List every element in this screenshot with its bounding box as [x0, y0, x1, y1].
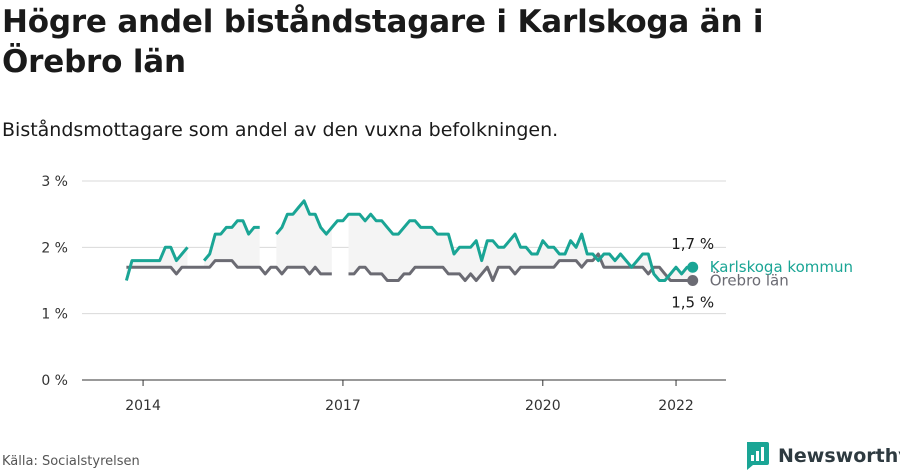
x-tick-label: 2022 [658, 398, 694, 414]
brand-name: Newsworthy [778, 445, 900, 467]
source-note: Källa: Socialstyrelsen [2, 454, 140, 469]
value-label-orebro: 1,5 % [671, 294, 714, 312]
end-marker-orebro [687, 275, 699, 286]
y-tick-label: 1 % [41, 307, 68, 323]
end-marker-karlskoga [687, 261, 699, 273]
y-tick-label: 0 % [41, 373, 68, 389]
chart-subtitle: Biståndsmottagare som andel av den vuxna… [2, 119, 559, 141]
chart-title: Högre andel biståndstagare i Karlskoga ä… [2, 4, 764, 80]
y-tick-label: 2 % [41, 240, 68, 256]
series-lines [124, 199, 693, 282]
axes: 0 % 1 % 2 % 3 % 2014 2017 2020 2022 [41, 174, 726, 414]
series-gap-area [204, 220, 260, 268]
series-gap-area [276, 200, 332, 274]
x-tick-label: 2017 [325, 398, 361, 414]
series-name-orebro: Örebro län [710, 271, 789, 290]
x-tick-label: 2020 [525, 398, 561, 414]
series-line-karlskoga [124, 199, 693, 282]
series-line-orebro [126, 252, 693, 282]
x-tick-label: 2014 [125, 398, 161, 414]
y-tick-label: 3 % [41, 174, 68, 190]
series-name-karlskoga: Karlskoga kommun [710, 258, 853, 276]
series-gap-area [126, 247, 188, 281]
brand: Newsworthy [744, 441, 900, 471]
value-label-karlskoga: 1,7 % [671, 235, 714, 253]
newsworthy-logo-icon [747, 442, 769, 470]
